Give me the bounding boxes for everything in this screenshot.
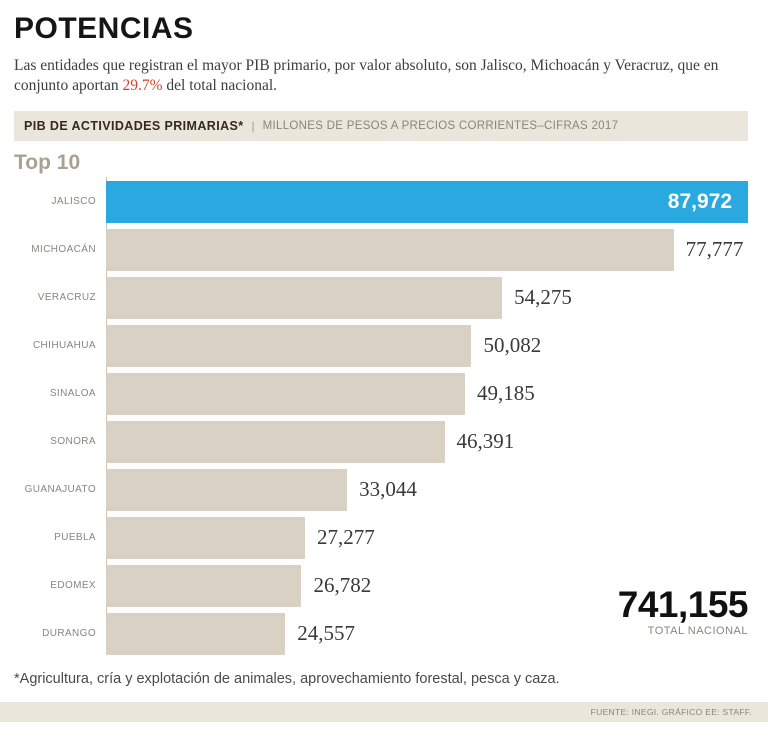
bar-durango — [106, 612, 286, 655]
chart-header-strip: PIB DE ACTIVIDADES PRIMARIAS* | MILLONES… — [14, 110, 748, 141]
state-label: CHIHUAHUA — [32, 340, 96, 352]
bar-track: 87,972 — [106, 180, 748, 223]
footnote: *Agricultura, cría y explotación de anim… — [14, 670, 560, 687]
chart-title: PIB DE ACTIVIDADES PRIMARIAS* — [24, 118, 244, 133]
bar-sinaloa — [106, 372, 465, 415]
subtitle-text-end: del total nacional. — [162, 77, 278, 95]
chart-row: PUEBLA 27,277 — [14, 516, 748, 559]
state-label: JALISCO — [51, 196, 96, 208]
bar-track: 26,782 — [106, 564, 748, 607]
bar-track: 27,277 — [106, 516, 748, 559]
chart-row: GUANAJUATO 33,044 — [14, 468, 748, 511]
chart-row: CHIHUAHUA 50,082 — [14, 324, 748, 367]
chart-row: DURANGO 24,557 — [14, 612, 748, 655]
subtitle-text-start: Las entidades que registran el mayor PIB… — [14, 57, 719, 95]
bar-value: 77,777 — [685, 237, 744, 262]
bar-value: 24,557 — [297, 621, 355, 646]
bar-track: 49,185 — [106, 372, 748, 415]
state-label: VERACRUZ — [37, 292, 96, 304]
bar-chihuahua — [106, 324, 472, 367]
bar-value: 49,185 — [476, 381, 535, 406]
chart-units: MILLONES DE PESOS A PRECIOS CORRIENTES–C… — [262, 119, 619, 132]
bar-guanajuato — [106, 468, 348, 511]
bar-track: 50,082 — [106, 324, 748, 367]
bar-value: 27,277 — [317, 525, 375, 550]
state-label: MICHOACÁN — [31, 244, 96, 256]
bar-puebla — [106, 516, 306, 559]
subtitle: Las entidades que registran el mayor PIB… — [14, 56, 748, 97]
bar-value: 54,275 — [514, 285, 572, 310]
bar-chart: JALISCO 87,972 MICHOACÁN 77,777 VERACRUZ 54,2… — [14, 176, 748, 655]
bar-track: 54,275 — [106, 276, 748, 319]
page-title: POTENCIAS — [14, 12, 194, 45]
state-label: SINALOA — [49, 388, 96, 400]
bar-value: 46,391 — [456, 429, 515, 454]
state-label: SONORA — [50, 436, 96, 448]
total-value: 741,155 — [617, 584, 749, 625]
chart-row: MICHOACÁN 77,777 — [14, 228, 748, 271]
state-label: EDOMEX — [50, 580, 96, 592]
total-label: TOTAL NACIONAL — [647, 625, 748, 637]
source-text: FUENTE: INEGI. GRÁFICO EE: STAFF. — [590, 707, 752, 717]
chart-row: VERACRUZ 54,275 — [14, 276, 748, 319]
subtitle-percentage: 29.7% — [122, 77, 163, 95]
source-strip: FUENTE: INEGI. GRÁFICO EE: STAFF. — [0, 702, 768, 722]
bar-track: 33,044 — [106, 468, 748, 511]
chart-row: EDOMEX 26,782 — [14, 564, 748, 607]
strip-separator: | — [251, 118, 255, 133]
bar-value: 26,782 — [313, 573, 372, 598]
bar-value: 87,972 — [667, 189, 732, 213]
chart-row: JALISCO 87,972 — [14, 180, 748, 223]
total-nacional-block: 741,155 TOTAL NACIONAL — [617, 584, 749, 637]
bar-value: 50,082 — [483, 333, 542, 358]
bar-sonora — [106, 420, 445, 463]
bar-jalisco: 87,972 — [106, 180, 748, 223]
state-label: GUANAJUATO — [24, 484, 96, 496]
bar-track: 46,391 — [106, 420, 748, 463]
chart-row: SINALOA 49,185 — [14, 372, 748, 415]
bar-track: 24,557 — [106, 612, 748, 655]
group-label-top10: Top 10 — [14, 150, 81, 174]
state-label: DURANGO — [42, 628, 96, 640]
bar-edomex — [106, 564, 302, 607]
chart-row: SONORA 46,391 — [14, 420, 748, 463]
bar-track: 77,777 — [106, 228, 748, 271]
bar-michoacan — [106, 228, 674, 271]
bar-veracruz — [106, 276, 503, 319]
bar-value: 33,044 — [359, 477, 417, 502]
state-label: PUEBLA — [54, 532, 96, 544]
